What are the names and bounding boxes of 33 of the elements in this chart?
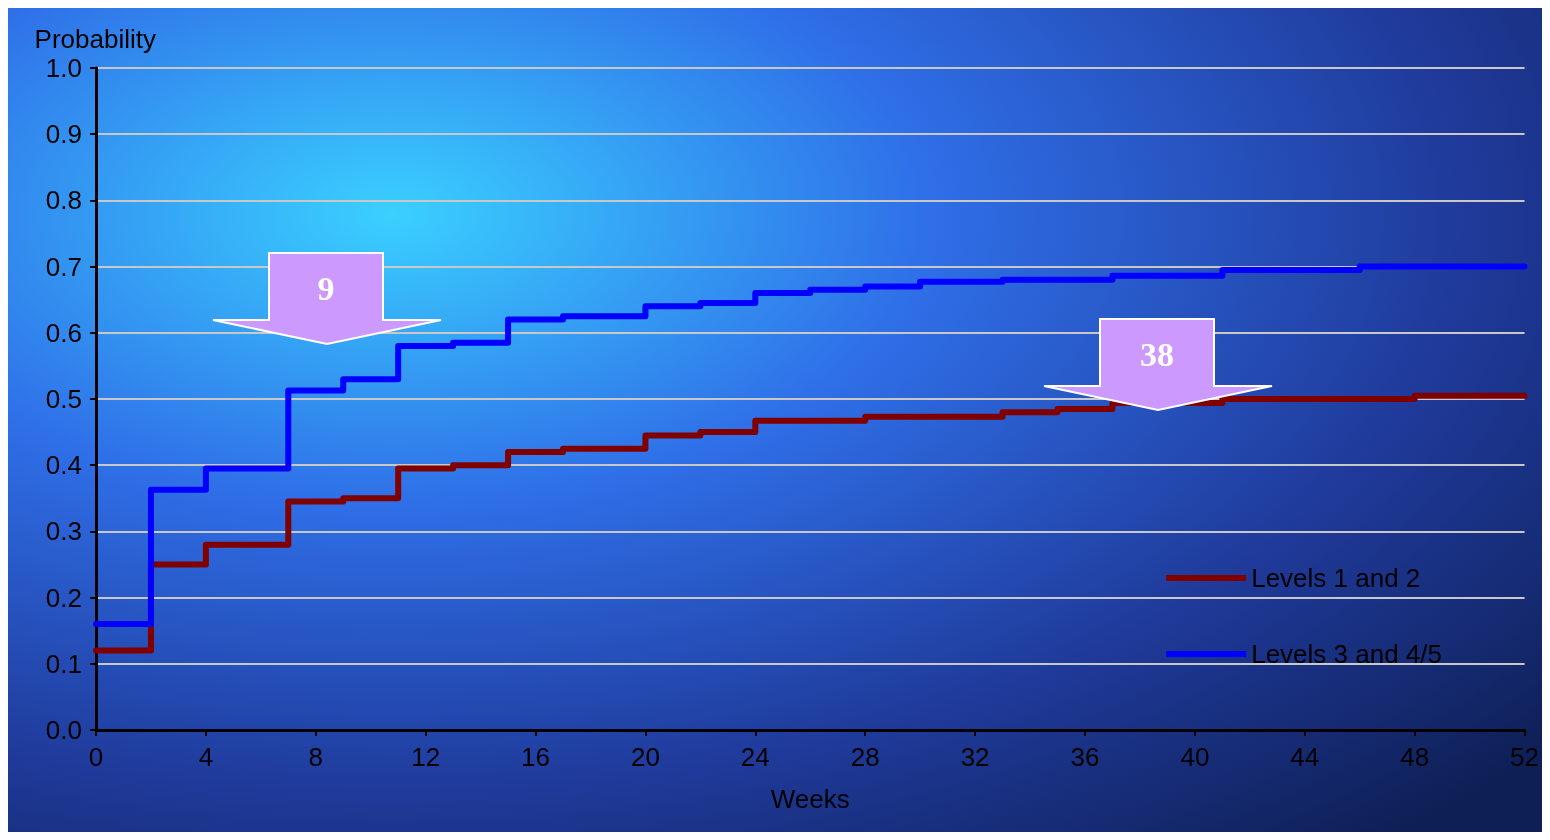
- x-tick-label: 44: [1290, 742, 1320, 772]
- x-tick-label: 16: [521, 742, 551, 772]
- x-tick-label: 40: [1180, 742, 1210, 772]
- arrow-icon: 9: [212, 252, 442, 346]
- x-tick-label: 48: [1400, 742, 1430, 772]
- legend-label: Levels 1 and 2: [1251, 563, 1421, 593]
- y-tick-label: 0.5: [45, 384, 82, 414]
- x-tick-label: 0: [88, 742, 104, 772]
- y-tick-label: 0.9: [45, 119, 82, 150]
- y-axis-title: Probability: [34, 24, 156, 54]
- annotation: 9: [316, 270, 336, 308]
- x-tick-label: 28: [850, 742, 880, 772]
- x-tick-label: 20: [630, 742, 660, 772]
- y-tick-label: 0.3: [45, 516, 82, 547]
- y-tick-label: 0.6: [45, 317, 82, 348]
- y-tick-label: 0.2: [45, 582, 82, 613]
- x-tick-label: 12: [411, 742, 441, 772]
- legend-label: Levels 3 and 4/5: [1251, 639, 1442, 669]
- y-tick-label: 0.7: [45, 251, 82, 282]
- x-tick-label: 4: [198, 742, 214, 772]
- x-axis-title: Weeks: [770, 784, 850, 814]
- y-tick-label: 1.0: [45, 53, 82, 83]
- x-tick-label: 52: [1510, 742, 1539, 772]
- arrow-icon: 38: [1043, 318, 1273, 412]
- x-tick-label: 36: [1070, 742, 1100, 772]
- y-tick-label: 0.0: [45, 715, 82, 745]
- x-tick-label: 8: [308, 742, 324, 772]
- y-tick-label: 0.1: [45, 648, 82, 679]
- x-tick-label: 24: [740, 742, 770, 772]
- y-tick-label: 0.8: [45, 185, 82, 216]
- x-tick-label: 32: [960, 742, 990, 772]
- annotation: 38: [1139, 336, 1175, 374]
- y-tick-label: 0.4: [45, 450, 82, 481]
